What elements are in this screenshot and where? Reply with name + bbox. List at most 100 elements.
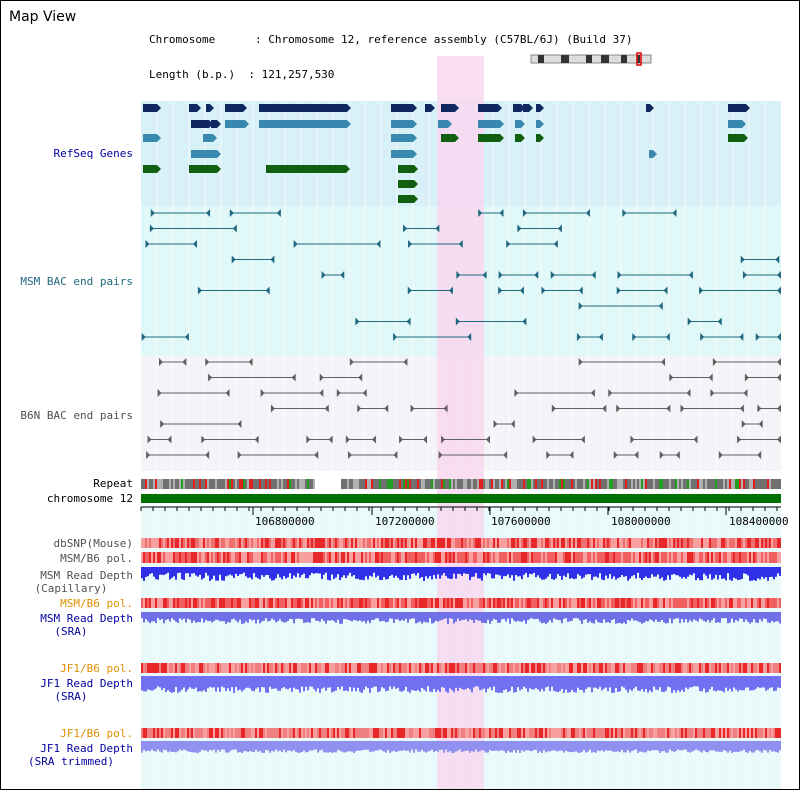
jf1-depth-sra-bar [221,676,223,687]
jf1-b6-pol-2-mark [439,728,441,738]
jf1-b6-pol-2-mark [445,728,447,738]
msm-b6-pol-mark [705,552,707,563]
dbsnp-mark [531,538,533,548]
msm-depth-capillary-bar [499,567,501,576]
jf1-b6-pol-2-mark [527,728,529,738]
msm-b6-pol-mark [319,552,321,563]
msm-depth-capillary-bar [409,567,411,579]
dbsnp-mark [643,538,645,548]
msm-b6-pol-mark [345,552,347,563]
msm-b6-pol-mark [303,552,305,563]
msm-depth-sra-bar [455,612,457,622]
msm-b6-pol-mark [617,552,619,563]
msm-b6-pol-2-mark [349,598,351,608]
msm-bac-pair-end [522,317,527,326]
jf1-b6-pol-mark [591,663,593,673]
msm-depth-sra-bar [341,612,343,624]
jf1-b6-pol-2-mark [707,728,709,738]
jf1-depth-sra-bar [381,676,383,688]
jf1-b6-pol-2-mark [287,728,289,738]
dbsnp-mark [631,538,633,548]
msm-b6-pol-mark [377,552,379,563]
refseq-gene-arrow [742,120,746,128]
dbsnp-mark [321,538,323,548]
repeat-mark [309,479,311,489]
msm-depth-sra-bar [193,612,195,621]
repeat-mark [579,479,581,489]
jf1-depth-sra-bar [261,676,263,688]
msm-depth-capillary-bar [413,567,415,574]
jf1-b6-pol-mark [445,663,447,673]
jf1-b6-pol-2-mark [637,728,639,738]
jf1-b6-pol-mark [231,663,233,673]
dbsnp-mark [657,538,659,548]
repeat-mark [277,479,279,489]
dbsnp-mark [443,538,445,548]
msm-depth-capillary-bar [453,567,455,574]
jf1-b6-pol-2-mark [739,728,741,738]
msm-depth-capillary-bar [629,567,631,579]
repeat-mark [381,479,383,489]
msm-b6-pol-mark [365,552,367,563]
msm-b6-pol-2-mark [463,598,465,608]
jf1-b6-pol-mark [575,663,577,673]
msm-b6-pol-mark [341,552,343,563]
jf1-b6-pol-2-mark [205,728,207,738]
msm-b6-pol-mark [439,552,441,563]
repeat-mark [427,479,429,489]
dbsnp-mark [461,538,463,548]
msm-depth-sra-bar [623,612,625,623]
jf1-depth-trim-bar [497,741,499,752]
jf1-depth-sra-bar [731,676,733,692]
msm-b6-pol-mark [275,552,277,563]
jf1-depth-trim-bar [555,741,557,752]
jf1-depth-trim-bar [775,741,777,753]
jf1-depth-sra-bar [439,676,441,692]
msm-b6-pol-2-mark [197,598,199,608]
jf1-b6-pol-2-mark [343,728,345,738]
msm-bac-pair-end [506,240,511,248]
jf1-b6-pol-mark [197,663,199,673]
jf1-depth-sra-bar [533,676,535,690]
jf1-depth-trim-bar [187,741,189,752]
msm-bac-pair-end [557,224,562,233]
jf1-depth-sra-bar [749,676,751,691]
msm-b6-pol-2-mark [683,598,685,608]
b6n-bac-pair-end [580,435,585,444]
jf1-depth-trim-bar [691,741,693,752]
jf1-depth-trim-bar [487,741,489,753]
jf1-depth-trim-bar [537,741,539,753]
dbsnp-mark [517,538,519,548]
msm-depth-capillary-bar [723,567,725,579]
msm-depth-sra-bar [579,612,581,621]
jf1-depth-trim-bar [223,741,225,750]
jf1-depth-trim-bar [199,741,201,752]
jf1-b6-pol-2-mark [737,728,739,738]
jf1-b6-pol-mark [547,663,549,673]
jf1-depth-trim-bar [311,741,313,751]
msm-depth-sra-bar [375,612,377,619]
msm-depth-sra-bar [299,612,301,620]
jf1-depth-trim-bar [315,741,317,750]
msm-depth-capillary-bar [779,567,781,576]
jf1-depth-trim-bar [607,741,609,751]
jf1-b6-pol-mark [587,663,589,673]
jf1-b6-pol-mark [313,663,315,673]
msm-b6-pol-mark [633,552,635,563]
dbsnp-mark [367,538,369,548]
jf1-depth-sra-bar [543,676,545,692]
msm-depth-capillary-bar [533,567,535,573]
jf1-b6-pol-mark [777,663,779,673]
jf1-depth-sra-bar [621,676,623,687]
dbsnp-mark [441,538,443,548]
jf1-b6-pol-2-mark [711,728,713,738]
msm-depth-sra-bar [755,612,757,623]
msm-depth-capillary-bar [281,567,283,580]
msm-depth-sra-bar [549,612,551,621]
jf1-b6-pol-2-mark [243,728,245,738]
jf1-b6-pol-2-mark [189,728,191,738]
repeat-mark [267,479,269,489]
repeat-mark [763,479,765,489]
jf1-b6-pol-mark [177,663,179,673]
